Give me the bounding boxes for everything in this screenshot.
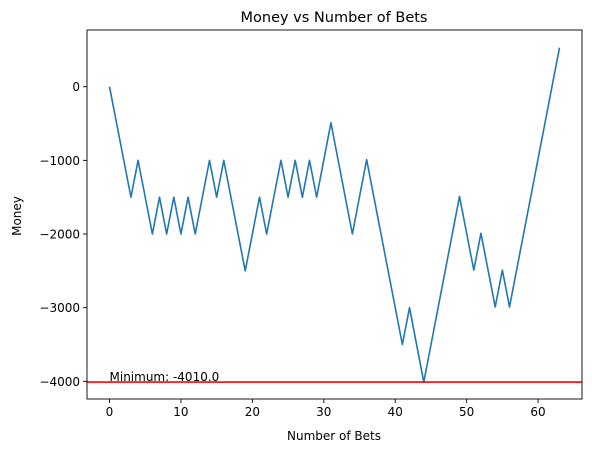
x-tick-label: 40 xyxy=(388,405,403,419)
y-tick-label: −2000 xyxy=(39,228,80,242)
x-tick-label: 0 xyxy=(106,405,114,419)
x-tick-label: 30 xyxy=(316,405,331,419)
x-axis-label: Number of Bets xyxy=(287,429,381,443)
plot-frame xyxy=(86,29,583,400)
x-tick-label: 50 xyxy=(459,405,474,419)
y-tick-label: 0 xyxy=(72,80,80,94)
y-tick-label: −4000 xyxy=(39,375,80,389)
axes-layer: 0 10 20 30 40 50 60 −4000 −3000 −2000 −1000 0 Minimu… xyxy=(39,29,583,419)
minimum-annotation: Minimum: -4010.0 xyxy=(110,370,220,384)
chart-title: Money vs Number of Bets xyxy=(241,10,428,26)
x-tick-label: 60 xyxy=(530,405,545,419)
x-tick-label: 10 xyxy=(173,405,188,419)
y-axis-label: Money xyxy=(10,196,24,236)
y-tick-label: −3000 xyxy=(39,301,80,315)
x-tick-label: 20 xyxy=(245,405,260,419)
series-line xyxy=(108,47,561,383)
y-tick-label: −1000 xyxy=(39,154,80,168)
